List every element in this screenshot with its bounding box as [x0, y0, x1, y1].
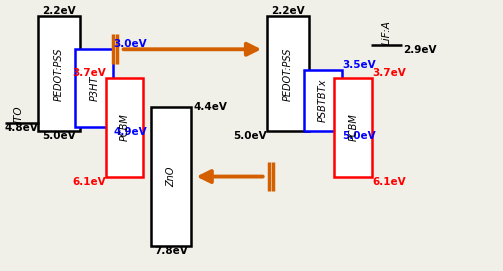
Text: 3.0eV: 3.0eV [113, 39, 147, 49]
Text: PSBTBTx: PSBTBTx [318, 79, 328, 122]
Text: 7.8eV: 7.8eV [154, 246, 188, 256]
Bar [267, 17, 309, 131]
Text: 2.9eV: 2.9eV [403, 45, 437, 55]
Bar [151, 107, 191, 246]
Text: 2.2eV: 2.2eV [272, 7, 305, 17]
Text: 2.2eV: 2.2eV [43, 7, 76, 17]
Text: P3HT: P3HT [90, 76, 99, 101]
Text: 6.1eV: 6.1eV [372, 177, 406, 186]
Text: PCBM: PCBM [120, 113, 129, 141]
Text: PEDOT:PSS: PEDOT:PSS [54, 47, 64, 101]
Text: LiF:A: LiF:A [381, 20, 391, 45]
Text: 4.8eV: 4.8eV [4, 123, 38, 133]
Text: 3.5eV: 3.5eV [342, 60, 376, 70]
Bar [334, 78, 372, 177]
Text: 3.7eV: 3.7eV [72, 68, 106, 78]
Text: 6.1eV: 6.1eV [72, 177, 106, 186]
Bar [304, 70, 342, 131]
Text: PCBM: PCBM [349, 113, 358, 141]
Text: PEDOT:PSS: PEDOT:PSS [283, 47, 293, 101]
Bar [38, 17, 80, 131]
Text: 4.4eV: 4.4eV [194, 102, 227, 112]
Text: ITO: ITO [14, 106, 24, 123]
Text: 5.0eV: 5.0eV [342, 131, 376, 141]
Text: 3.7eV: 3.7eV [372, 68, 406, 78]
Bar [106, 78, 143, 177]
Text: 5.0eV: 5.0eV [43, 131, 76, 141]
Bar [75, 49, 113, 127]
Text: ZnO: ZnO [166, 166, 176, 187]
Text: 5.0eV: 5.0eV [233, 131, 267, 141]
Text: 4.9eV: 4.9eV [113, 127, 147, 137]
